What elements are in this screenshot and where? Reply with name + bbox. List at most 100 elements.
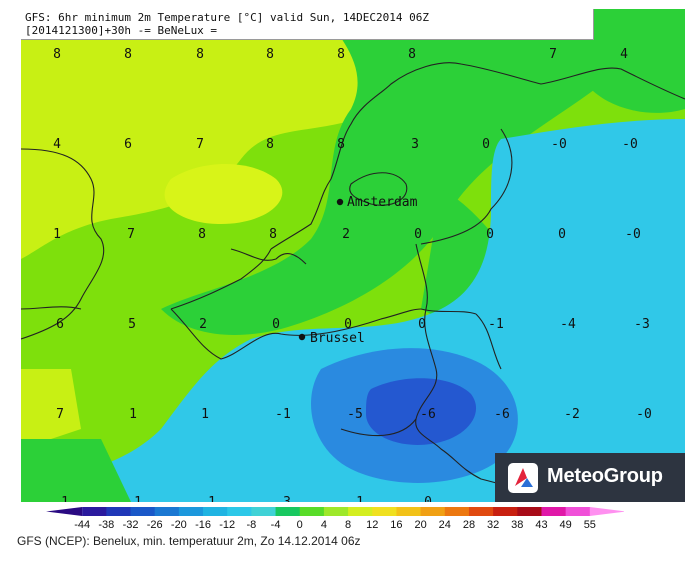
grid-value: 8	[198, 227, 206, 242]
grid-value: 0	[344, 317, 352, 332]
map-header: GFS: 6hr minimum 2m Temperature [°C] val…	[21, 9, 594, 40]
legend-tick-label: -26	[147, 519, 163, 530]
grid-value: 8	[266, 137, 274, 152]
legend-swatch	[275, 507, 301, 516]
legend-swatch	[46, 507, 83, 516]
grid-value: -0	[622, 137, 638, 152]
grid-value: -6	[494, 407, 510, 422]
footer-caption: GFS (NCEP): Benelux, min. temperatuur 2m…	[17, 534, 361, 548]
city-amsterdam: Amsterdam	[336, 195, 418, 210]
grid-value: -3	[634, 317, 650, 332]
grid-value: 3	[411, 137, 419, 152]
legend-tick-label: 20	[414, 519, 426, 530]
grid-value: 4	[620, 47, 628, 62]
grid-value: 8	[337, 47, 345, 62]
legend-swatch	[372, 507, 397, 516]
grid-value: 8	[196, 47, 204, 62]
grid-value: 0	[418, 317, 426, 332]
legend-swatch	[203, 507, 228, 516]
grid-value: 1	[61, 495, 69, 502]
legend-swatch	[323, 507, 349, 516]
grid-value: 1	[208, 495, 216, 502]
legend-swatch	[517, 507, 542, 516]
grid-value: 2	[342, 227, 350, 242]
legend-swatch	[541, 507, 567, 516]
legend-tick-label: 24	[439, 519, 451, 530]
legend-swatch	[251, 507, 277, 516]
legend-swatch	[106, 507, 132, 516]
grid-value: 4	[53, 137, 61, 152]
legend-swatch	[396, 507, 422, 516]
logo-brand-text: MeteoGroup	[547, 465, 663, 487]
legend-swatch	[154, 507, 180, 516]
legend-tick-label: -32	[123, 519, 139, 530]
legend-swatch	[82, 507, 107, 516]
grid-value: 1	[129, 407, 137, 422]
grid-value: 6	[56, 317, 64, 332]
city-marker	[336, 198, 344, 206]
grid-value: 7	[196, 137, 204, 152]
grid-value: -0	[625, 227, 641, 242]
city-label: Brussel	[310, 331, 365, 346]
grid-value: 7	[127, 227, 135, 242]
temperature-field: 8 8 8 8 8 8 7 4 4 6 7 8 8 3 0 -0 -0 1 7 …	[21, 9, 685, 502]
legend-swatch	[348, 507, 373, 516]
legend-tick-label: -8	[247, 519, 257, 530]
grid-value: -0	[636, 407, 652, 422]
legend-swatch	[178, 507, 204, 516]
legend-tick-label: 0	[297, 519, 303, 530]
legend-tick-label: 4	[321, 519, 327, 530]
forecast-map: 8 8 8 8 8 8 7 4 4 6 7 8 8 3 0 -0 -0 1 7 …	[21, 9, 685, 502]
legend-swatch	[299, 507, 325, 516]
grid-value: 0	[414, 227, 422, 242]
temperature-values: 8 8 8 8 8 8 7 4 4 6 7 8 8 3 0 -0 -0 1 7 …	[53, 47, 652, 502]
grid-value: 0	[482, 137, 490, 152]
legend-swatch	[444, 507, 470, 516]
legend-swatch	[420, 507, 446, 516]
legend-swatch	[493, 507, 518, 516]
legend-tick-label: 55	[584, 519, 596, 530]
header-title: GFS: 6hr minimum 2m Temperature [°C] val…	[25, 11, 429, 24]
grid-value: -2	[564, 407, 580, 422]
grid-value: 6	[124, 137, 132, 152]
grid-value: 7	[549, 47, 557, 62]
legend-tick-label: 32	[487, 519, 499, 530]
grid-value: 0	[486, 227, 494, 242]
legend-swatch	[227, 507, 252, 516]
city-label: Amsterdam	[347, 195, 418, 210]
grid-value: -5	[347, 407, 363, 422]
legend-tick-label: -12	[219, 519, 235, 530]
grid-value: -1	[488, 317, 504, 332]
grid-value: 8	[337, 137, 345, 152]
legend-tick-label: 49	[560, 519, 572, 530]
grid-value: 3	[283, 495, 291, 502]
city-brussel: Brussel	[298, 331, 365, 346]
grid-value: 8	[269, 227, 277, 242]
grid-value: 1	[201, 407, 209, 422]
legend-tick-label: 8	[345, 519, 351, 530]
grid-value: 7	[56, 407, 64, 422]
grid-value: 0	[558, 227, 566, 242]
grid-value: 8	[408, 47, 416, 62]
grid-value: 0	[272, 317, 280, 332]
legend-tick-label: -44	[74, 519, 90, 530]
legend-tick-label: 38	[511, 519, 523, 530]
legend-tick-label: -16	[195, 519, 211, 530]
legend-tick-label: -20	[171, 519, 187, 530]
legend-swatch	[468, 507, 494, 516]
grid-value: 1	[53, 227, 61, 242]
logo-mark-icon	[508, 463, 538, 493]
legend-swatch	[130, 507, 156, 516]
legend-tick-label: 16	[390, 519, 402, 530]
color-legend: -44 -38 -32 -26 -20 -16 -12 -8 -4 0 4 8 12 16 20 24 28 32…	[46, 507, 624, 530]
legend-swatch	[589, 507, 624, 516]
legend-tick-label: -4	[271, 519, 281, 530]
legend-tick-label: 12	[366, 519, 378, 530]
legend-swatch	[565, 507, 591, 516]
meteogroup-logo: MeteoGroup	[495, 453, 685, 502]
legend-tick-label: 28	[463, 519, 475, 530]
grid-value: -4	[560, 317, 576, 332]
grid-value: 8	[124, 47, 132, 62]
grid-value: 5	[128, 317, 136, 332]
grid-value: -1	[275, 407, 291, 422]
